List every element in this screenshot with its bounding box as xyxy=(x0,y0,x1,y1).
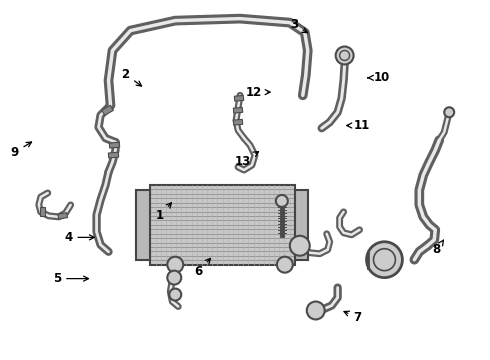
Text: 9: 9 xyxy=(10,142,31,159)
Text: 1: 1 xyxy=(155,203,172,222)
Text: 2: 2 xyxy=(122,68,142,86)
Text: 8: 8 xyxy=(433,240,443,256)
Circle shape xyxy=(167,271,181,285)
Bar xyxy=(234,95,244,101)
Circle shape xyxy=(167,257,183,273)
Circle shape xyxy=(367,242,402,278)
Bar xyxy=(40,207,45,216)
Bar xyxy=(233,120,243,125)
Text: 3: 3 xyxy=(290,18,307,33)
Circle shape xyxy=(290,236,310,256)
Circle shape xyxy=(277,257,293,273)
Circle shape xyxy=(336,46,354,64)
Text: 6: 6 xyxy=(195,258,211,278)
Bar xyxy=(233,107,243,113)
Text: 13: 13 xyxy=(234,152,259,168)
Circle shape xyxy=(169,289,181,301)
Circle shape xyxy=(444,107,454,117)
Bar xyxy=(108,152,119,158)
Bar xyxy=(150,185,295,265)
Bar xyxy=(295,190,308,260)
Text: 10: 10 xyxy=(368,71,390,84)
Text: 5: 5 xyxy=(53,272,89,285)
Text: 4: 4 xyxy=(64,231,95,244)
Text: 12: 12 xyxy=(245,86,270,99)
Circle shape xyxy=(373,249,395,271)
Circle shape xyxy=(276,195,288,207)
Bar xyxy=(136,190,150,260)
Bar xyxy=(109,142,120,148)
Bar xyxy=(58,213,68,219)
Text: 11: 11 xyxy=(347,119,370,132)
Bar xyxy=(102,105,113,115)
Text: 7: 7 xyxy=(344,311,361,324)
Circle shape xyxy=(340,50,349,60)
Circle shape xyxy=(307,302,325,319)
